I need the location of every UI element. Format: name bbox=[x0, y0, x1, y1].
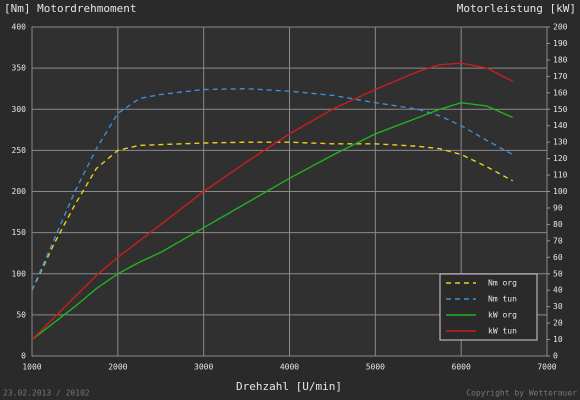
y2-tick-label: 0 bbox=[553, 352, 558, 361]
series-line bbox=[31, 62, 514, 341]
y2-tick-label: 30 bbox=[553, 302, 563, 311]
legend-label: kW tun bbox=[488, 327, 517, 336]
footer-right: Copyright by Wetterauer bbox=[466, 389, 577, 398]
y2-tick-label: 110 bbox=[553, 171, 568, 180]
y-tick-label: 200 bbox=[12, 187, 27, 196]
y2-tick-label: 180 bbox=[553, 55, 568, 64]
y-tick-label: 100 bbox=[12, 269, 27, 278]
x-tick-label: 6000 bbox=[452, 363, 471, 372]
y2-tick-label: 20 bbox=[553, 319, 563, 328]
legend-label: Nm org bbox=[488, 279, 517, 288]
y2-tick-label: 80 bbox=[553, 220, 563, 229]
y2-tick-label: 140 bbox=[553, 121, 568, 130]
y-tick-label: 400 bbox=[12, 23, 27, 32]
footer-left: 23.02.2013 / 20102 bbox=[3, 389, 90, 398]
x-tick-label: 5000 bbox=[366, 363, 385, 372]
y2-tick-label: 120 bbox=[553, 154, 568, 163]
y2-tick-label: 40 bbox=[553, 286, 563, 295]
y2-tick-label: 70 bbox=[553, 236, 563, 245]
title-right: Motorleistung [kW] bbox=[457, 2, 576, 15]
series-line bbox=[31, 141, 514, 291]
y2-tick-label: 90 bbox=[553, 203, 563, 212]
y-tick-label: 50 bbox=[16, 310, 26, 319]
legend-label: kW org bbox=[488, 311, 517, 320]
y2-tick-label: 10 bbox=[553, 335, 563, 344]
y2-tick-label: 190 bbox=[553, 39, 568, 48]
legend-box bbox=[439, 273, 538, 341]
y-tick-label: 300 bbox=[12, 105, 27, 114]
title-left: [Nm] Motordrehmoment bbox=[4, 2, 136, 15]
y2-tick-label: 200 bbox=[553, 23, 568, 32]
y-tick-label: 350 bbox=[12, 64, 27, 73]
x-tick-label: 2000 bbox=[108, 363, 127, 372]
x-axis-label: Drehzahl [U/min] bbox=[236, 380, 342, 393]
series-line bbox=[31, 87, 514, 291]
x-tick-label: 3000 bbox=[194, 363, 213, 372]
y2-tick-label: 130 bbox=[553, 138, 568, 147]
x-tick-label: 7000 bbox=[537, 363, 556, 372]
y2-tick-label: 150 bbox=[553, 105, 568, 114]
legend-label: Nm tun bbox=[488, 295, 517, 304]
series-line bbox=[31, 101, 513, 341]
x-tick-label: 4000 bbox=[280, 363, 299, 372]
y2-tick-label: 100 bbox=[553, 187, 568, 196]
y2-tick-label: 50 bbox=[553, 269, 563, 278]
y-tick-label: 250 bbox=[12, 146, 27, 155]
y2-tick-label: 170 bbox=[553, 72, 568, 81]
x-tick-label: 1000 bbox=[22, 363, 41, 372]
y-tick-label: 0 bbox=[21, 352, 26, 361]
y2-tick-label: 60 bbox=[553, 253, 563, 262]
y2-tick-label: 160 bbox=[553, 88, 568, 97]
y-tick-label: 150 bbox=[12, 228, 27, 237]
